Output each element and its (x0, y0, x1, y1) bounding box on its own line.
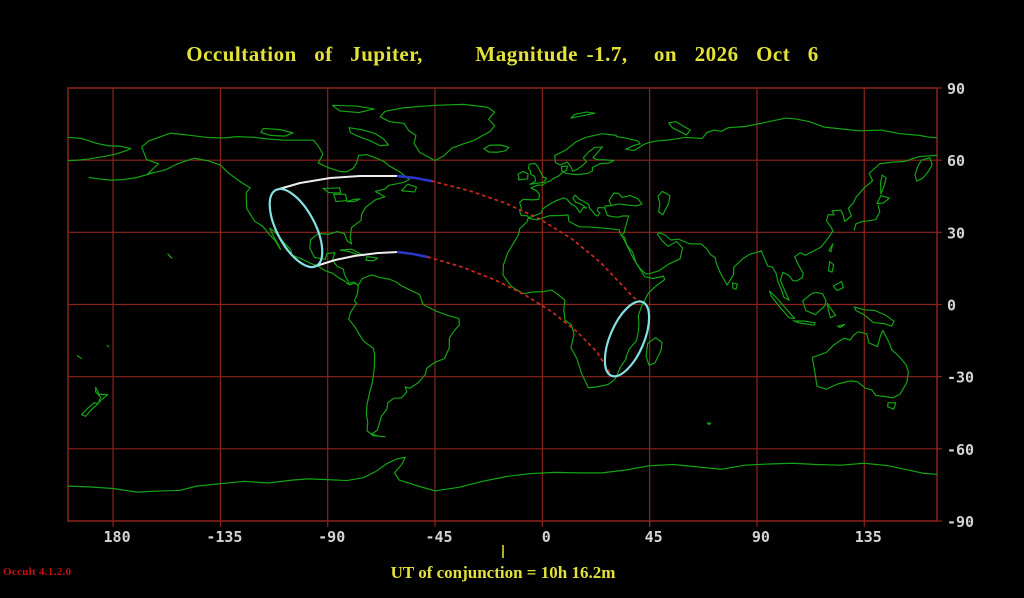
occultation-track-south-limit-visible (315, 251, 400, 268)
coastline (260, 127, 294, 137)
coastline (517, 170, 529, 181)
x-axis-tick-label: 180 (104, 528, 131, 546)
x-axis-tick-label: 45 (645, 528, 663, 546)
coastline (483, 144, 510, 153)
occultation-track-south-limit-twilight (396, 250, 430, 259)
coastline (106, 344, 110, 348)
coastline (768, 290, 796, 320)
coastline (333, 193, 348, 203)
coastline (836, 323, 846, 329)
y-axis-tick-label: 0 (947, 297, 956, 315)
map-content (68, 103, 937, 493)
y-axis-tick-label: -90 (947, 513, 974, 531)
coastline (792, 320, 816, 326)
y-axis-tick-label: 30 (947, 224, 965, 242)
coastline (379, 103, 496, 162)
visibility-ellipse-americas (268, 187, 324, 269)
coastline (657, 190, 671, 216)
y-axis-tick-label: 60 (947, 152, 965, 170)
coastline (828, 243, 834, 253)
coastline (853, 306, 895, 327)
y-axis-tick-label: -60 (947, 441, 974, 459)
coastline (365, 256, 379, 262)
x-axis-tick-label: 135 (855, 528, 882, 546)
app-version-label: Occult 4.1.2.0 (3, 566, 72, 578)
occultation-track-south-limit-daytime (427, 256, 613, 377)
occultation-track-north-limit-visible (274, 175, 400, 191)
coastline (322, 187, 342, 194)
coastline (346, 198, 361, 203)
coastline (570, 111, 596, 119)
coastline (502, 214, 666, 389)
coastline (68, 456, 937, 493)
coastline (331, 104, 375, 114)
occultation-track-north-limit-daytime (431, 180, 643, 303)
x-axis-tick-label: -90 (318, 528, 345, 546)
x-axis-tick-label: -135 (206, 528, 242, 546)
coastline (348, 127, 390, 147)
x-axis-tick-label: 0 (542, 528, 551, 546)
coastline (80, 402, 99, 417)
coastline (853, 204, 881, 231)
visibility-ellipse-africa (603, 300, 651, 378)
x-axis-tick-label: -45 (425, 528, 452, 546)
coastline (519, 133, 643, 219)
y-axis-tick-label: 90 (947, 80, 965, 98)
coastline (879, 174, 887, 195)
occultation-track-north-limit-twilight (396, 174, 434, 183)
coastline (914, 157, 933, 182)
y-axis-tick-label: -30 (947, 369, 974, 387)
coastline (876, 194, 890, 205)
coastline (668, 121, 691, 136)
coastline (348, 274, 460, 438)
coastline (826, 302, 837, 319)
coastline (887, 402, 897, 410)
coastline (706, 422, 712, 426)
x-axis-tick-label: 90 (752, 528, 770, 546)
coastline (802, 291, 827, 316)
coastline (615, 117, 937, 152)
coastline (95, 386, 109, 404)
conjunction-time-label: UT of conjunction = 10h 16.2m (390, 563, 616, 582)
coastline (167, 253, 173, 259)
coastline (76, 355, 82, 359)
coastline (732, 282, 738, 290)
coastline (645, 337, 663, 366)
coastline (832, 281, 844, 292)
coastline (88, 172, 152, 181)
coastline (141, 132, 410, 286)
coastline (604, 154, 937, 301)
coastline (68, 136, 132, 162)
coastline (811, 329, 909, 399)
page-title: Occultation of Jupiter, Magnitude -1.7, … (186, 42, 819, 66)
coastline (827, 261, 835, 273)
coastline (401, 183, 418, 193)
coastline (527, 162, 548, 185)
